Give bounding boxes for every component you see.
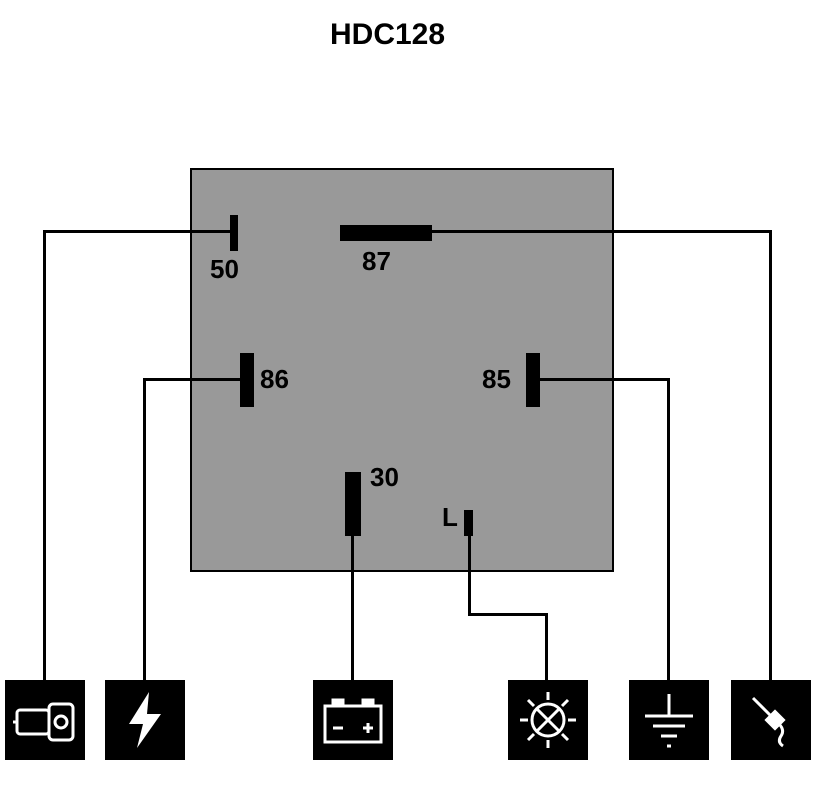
wire-segment: [143, 378, 146, 680]
pin-86: [240, 353, 254, 407]
wire-segment: [432, 230, 772, 233]
pin-50: [230, 215, 238, 251]
pin-30-label: 30: [370, 462, 399, 493]
pin-30: [345, 472, 361, 536]
ignition-icon: [105, 680, 185, 760]
starter-motor-icon: [5, 680, 85, 760]
pin-85-label: 85: [482, 364, 511, 395]
pin-85: [526, 353, 540, 407]
wire-segment: [540, 378, 670, 381]
wire-segment: [43, 230, 230, 233]
wire-segment: [143, 378, 240, 381]
pin-50-label: 50: [210, 254, 239, 285]
wire-segment: [667, 378, 670, 680]
pin-87: [340, 225, 432, 241]
pin-87-label: 87: [362, 246, 391, 277]
diagram-title: HDC128: [330, 18, 445, 52]
wire-segment: [43, 230, 46, 680]
battery-icon: [313, 680, 393, 760]
wire-segment: [769, 230, 772, 680]
lamp-icon: [508, 680, 588, 760]
wire-segment: [545, 613, 548, 680]
pin-L-label: L: [442, 502, 458, 533]
glow-plug-icon: [731, 680, 811, 760]
wire-segment: [468, 536, 471, 616]
ground-icon: [629, 680, 709, 760]
wire-segment: [468, 613, 548, 616]
pin-86-label: 86: [260, 364, 289, 395]
wire-segment: [351, 536, 354, 680]
pin-L: [464, 510, 473, 536]
diagram-canvas: HDC128 50 87 86 85 30 L: [0, 0, 824, 800]
